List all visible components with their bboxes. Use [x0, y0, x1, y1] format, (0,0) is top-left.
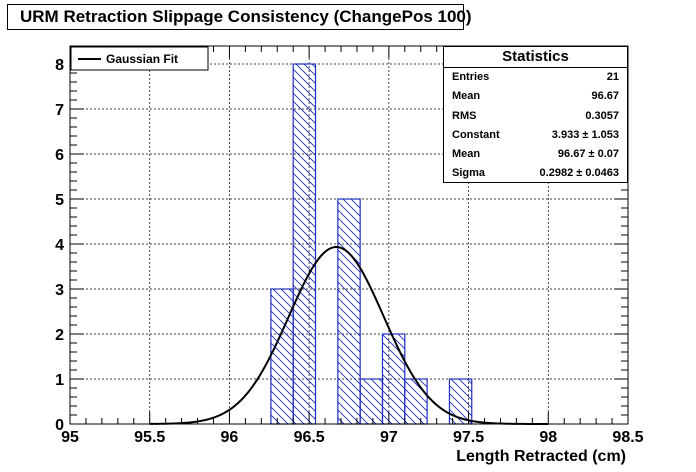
stat-name: Entries [452, 71, 490, 83]
stat-row: Constant 3.933 ± 1.053 [444, 126, 627, 145]
x-axis-label: Length Retracted (cm) [456, 448, 626, 465]
stat-value: 96.67 [591, 90, 619, 103]
histogram-bar [270, 288, 294, 425]
histogram-bar [381, 333, 406, 425]
x-tick-label: 97.5 [453, 429, 484, 446]
y-tick-label: 6 [55, 147, 64, 164]
x-tick-label: 98 [539, 429, 557, 446]
fit-curve-layer [149, 246, 549, 425]
stat-value: 21 [606, 71, 619, 83]
histogram-bar [359, 378, 384, 425]
x-tick-label: 95.5 [134, 429, 165, 446]
y-tick-label: 0 [55, 417, 64, 434]
stat-name: Sigma [452, 167, 486, 180]
stat-value: 3.933 ± 1.053 [551, 128, 619, 141]
y-tick-label: 1 [55, 372, 64, 389]
x-tick-label: 96.5 [294, 429, 325, 446]
stat-row: Mean 96.67 ± 0.07 [444, 145, 627, 164]
stat-row: Entries 21 [444, 68, 627, 87]
statistics-box: Statistics Entries 21 Mean 96.67 RMS 0.3057 Co… [443, 46, 628, 183]
x-tick-label: 96 [221, 429, 239, 446]
y-tick-label: 2 [55, 327, 64, 344]
statistics-title: Statistics [444, 47, 627, 68]
stat-name: Mean [452, 90, 481, 103]
legend-label-gaussian-fit: Gaussian Fit [106, 52, 178, 66]
stat-name: Mean [452, 148, 481, 161]
legend-box [70, 46, 209, 71]
stat-value: 96.67 ± 0.07 [557, 148, 619, 161]
y-tick-label: 7 [55, 102, 64, 119]
stat-name: RMS [452, 109, 477, 122]
stat-row: RMS 0.3057 [444, 107, 627, 126]
y-tick-label: 3 [55, 282, 64, 299]
stat-row: Mean 96.67 [444, 87, 627, 106]
stat-value: 0.2982 ± 0.0463 [539, 167, 619, 180]
histogram-bar [292, 63, 317, 425]
y-tick-label: 8 [55, 57, 64, 74]
x-tick-label: 98.5 [612, 429, 643, 446]
stat-value: 0.3057 [585, 109, 619, 122]
stat-row: Sigma 0.2982 ± 0.0463 [444, 164, 627, 183]
x-tick-label: 97 [380, 429, 398, 446]
tick-labels: 95 95.5 96 96.5 97 97.5 98 98.5 0 1 2 3 4 5 6 7 8 [55, 57, 644, 446]
stat-name: Constant [452, 128, 500, 141]
histogram-bar [337, 198, 361, 425]
chart-title: URM Retraction Slippage Consistency (Cha… [7, 4, 472, 30]
y-tick-label: 4 [55, 237, 64, 254]
gaussian-fit-curve [149, 246, 549, 425]
histogram-bar [404, 378, 428, 425]
y-tick-label: 5 [55, 192, 64, 209]
x-tick-label: 95 [61, 429, 79, 446]
legend: Gaussian Fit [70, 46, 209, 71]
